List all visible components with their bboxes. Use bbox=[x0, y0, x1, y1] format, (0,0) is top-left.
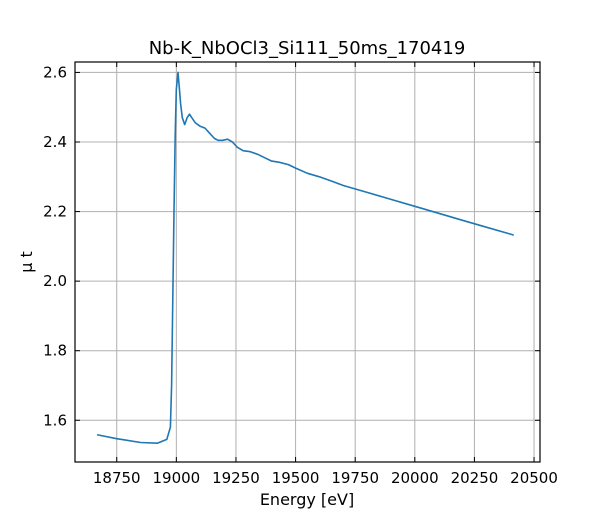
x-tick-label: 20000 bbox=[391, 469, 439, 487]
y-tick-label: 1.6 bbox=[43, 411, 67, 429]
y-tick-label: 2.6 bbox=[43, 63, 67, 81]
series-line bbox=[96, 71, 514, 445]
x-tick-label: 19250 bbox=[212, 469, 260, 487]
y-tick-label: 1.8 bbox=[43, 342, 67, 360]
y-tick-label: 2.2 bbox=[43, 203, 67, 221]
y-tick-label: 2.4 bbox=[43, 133, 67, 151]
series-layer bbox=[96, 71, 514, 445]
y-tick-label: 2.0 bbox=[43, 272, 67, 290]
axis-ticks: 18750 19000 19250 19500 19750 20000 20250 20500… bbox=[43, 62, 558, 487]
x-tick-label: 20250 bbox=[451, 469, 499, 487]
x-tick-label: 19500 bbox=[272, 469, 320, 487]
x-tick-label: 18750 bbox=[93, 469, 141, 487]
x-tick-label: 20500 bbox=[510, 469, 558, 487]
grid bbox=[75, 62, 540, 462]
x-axis-label: Energy [eV] bbox=[260, 490, 354, 509]
x-tick-label: 19000 bbox=[152, 469, 200, 487]
chart-title: Nb-K_NbOCl3_Si111_50ms_170419 bbox=[149, 38, 466, 59]
y-axis-label: μ t bbox=[17, 251, 36, 273]
x-tick-label: 19750 bbox=[331, 469, 379, 487]
plot-frame bbox=[74, 61, 541, 463]
